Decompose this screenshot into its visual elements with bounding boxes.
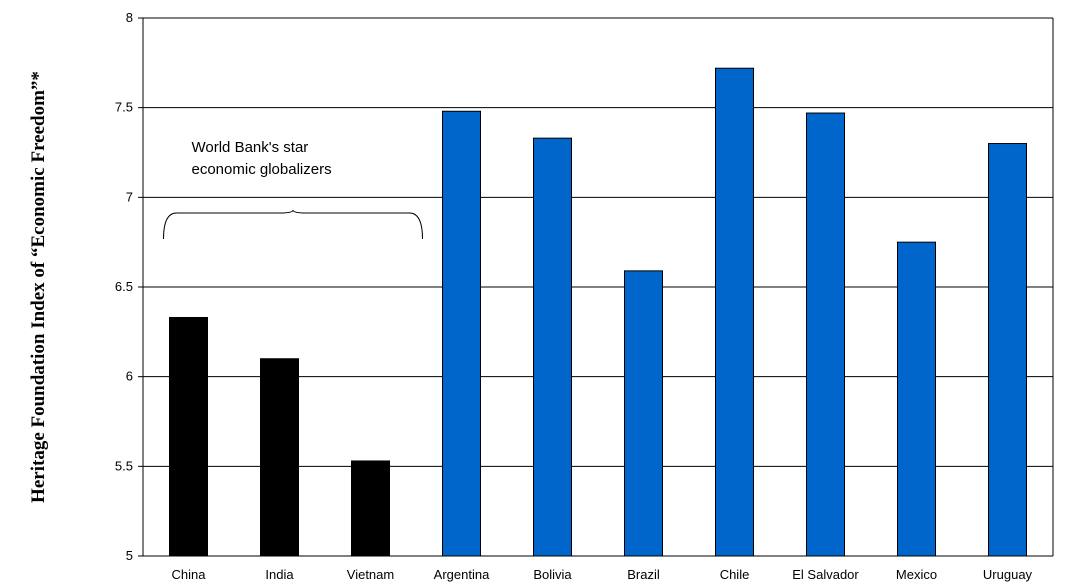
x-tick-label: Mexico [896,567,937,582]
x-tick-label: Chile [720,567,750,582]
x-tick-label: Bolivia [533,567,572,582]
bar-el-salvador [806,112,845,557]
x-tick-label: Brazil [627,567,660,582]
x-tick-label: Vietnam [347,567,394,582]
bars [169,67,1027,557]
annotation: World Bank's star economic globalizers [163,139,423,240]
bar-argentina [442,110,481,557]
bar-brazil [624,270,663,557]
annotation-text-line-2: economic globalizers [192,161,332,178]
y-tick-label: 6.5 [115,279,133,294]
y-tick-label: 7 [126,189,133,204]
x-tick-label: Uruguay [983,567,1033,582]
bar-vietnam [351,460,390,557]
x-tick-label: El Salvador [792,567,859,582]
bar-bolivia [533,137,572,557]
x-tick-label: China [172,567,207,582]
x-tick-label: India [265,567,294,582]
annotation-text-line-1: World Bank's star [192,139,309,156]
x-tick-label: Argentina [434,567,490,582]
y-tick-labels: 5 5.5 6 6.5 7 7.5 8 [115,10,133,563]
x-tick-labels: China India Vietnam Argentina Bolivia Brazil C… [172,567,1033,582]
annotation-brace [163,209,423,240]
y-axis-label: Heritage Foundation Index of “Economic F… [28,71,49,503]
y-tick-label: 5 [126,548,133,563]
y-tick-label: 5.5 [115,458,133,473]
bar-india [260,358,299,557]
bar-china [169,316,208,557]
bar-mexico [897,241,936,557]
bar-chile [715,67,754,557]
y-tick-label: 8 [126,10,133,25]
bar-uruguay [988,143,1027,557]
axes [142,18,1054,557]
y-tick-label: 7.5 [115,100,133,115]
y-tick-label: 6 [126,369,133,384]
